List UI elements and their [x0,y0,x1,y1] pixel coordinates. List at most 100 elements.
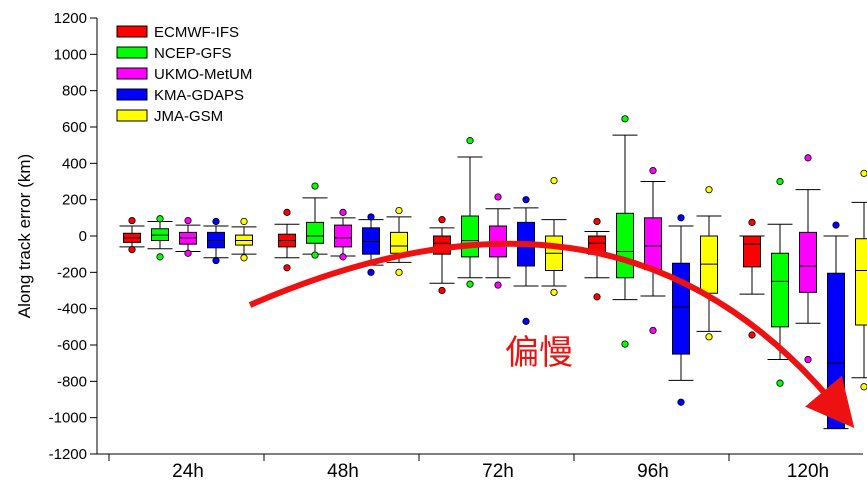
box-jma-gsm-120h [851,169,867,391]
box-iqr [827,272,845,430]
box-kma-gdaps-48h [358,213,384,276]
box-jma-gsm-24h [231,217,257,262]
box-iqr [644,217,662,271]
outlier-point [649,167,657,175]
x-tick-label: 48h [327,461,359,481]
outlier-point [748,218,756,226]
box-ncep-gfs-96h [612,115,638,348]
box-iqr [743,235,761,268]
outlier-point [128,246,136,254]
box-ecmwf-ifs-72h [429,216,455,295]
box-iqr [461,215,479,258]
outlier-point [494,281,502,289]
y-tick-label: 800 [62,83,87,100]
box-iqr [855,238,867,326]
outlier-point [748,331,756,339]
x-tick-label: 96h [637,461,669,481]
box-jma-gsm-48h [386,206,412,276]
outlier-point [311,182,319,190]
legend-swatch [116,88,148,101]
box-kma-gdaps-96h [668,214,694,406]
legend-label: KMA-GDAPS [154,87,244,104]
outlier-point [283,208,291,216]
box-ncep-gfs-48h [302,182,328,259]
box-iqr [616,212,634,279]
outlier-point [550,176,558,185]
legend-swatch [116,67,148,80]
y-tick-label: 400 [62,155,87,172]
legend: ECMWF-IFS NCEP-GFS UKMO-MetUM KMA-GDAPS JMA-… [116,24,252,125]
box-iqr [306,221,324,244]
box-kma-gdaps-72h [513,196,539,325]
outlier-point [804,355,812,364]
outlier-point [776,177,784,186]
box-ncep-gfs-24h [147,215,173,261]
box-ecmwf-ifs-96h [584,217,610,301]
outlier-point [466,137,474,145]
y-tick-label: 0 [79,228,87,245]
legend-swatch [116,25,148,38]
box-iqr [771,252,789,328]
outlier-point [128,216,136,225]
box-ecmwf-ifs-120h [739,218,765,339]
outlier-point [339,208,347,216]
legend-item: KMA-GDAPS [116,87,244,104]
box-iqr [799,231,817,293]
legend-item: ECMWF-IFS [116,24,239,41]
box-ukmo-metum-24h [175,216,201,257]
axes: 1200 1000 800 600 400 200 0 -200 -400 -600 -800 -10… [49,10,863,481]
outlier-point [522,196,530,204]
outlier-point [367,268,375,276]
outlier-point [466,280,474,288]
outlier-point [367,213,375,221]
legend-swatch [116,109,148,122]
box-ncep-gfs-120h [767,177,793,387]
outlier-point [212,256,220,265]
outlier-point [494,193,502,201]
outlier-point [311,251,319,259]
outlier-point [156,215,164,223]
outlier-point [677,214,685,222]
box-kma-gdaps-24h [203,217,229,265]
y-tick-label: -600 [57,337,87,354]
box-ecmwf-ifs-24h [119,216,145,254]
y-tick-label: 1200 [54,10,87,27]
outlier-point [395,206,403,215]
outlier-point [240,217,248,226]
outlier-point [395,268,403,276]
box-ecmwf-ifs-48h [274,208,300,272]
outlier-point [593,293,601,301]
legend-swatch [116,46,148,59]
outlier-point [832,221,840,229]
outlier-point [438,286,446,295]
outlier-point [184,216,192,225]
box-ukmo-metum-48h [330,208,356,261]
outlier-point [804,154,812,162]
outlier-point [705,186,713,194]
y-tick-label: -800 [57,373,87,390]
y-tick-label: 1000 [54,46,87,63]
y-tick-label: 200 [62,192,87,209]
legend-label: ECMWF-IFS [154,24,239,41]
outlier-point [621,115,629,123]
outlier-point [860,383,867,391]
legend-item: NCEP-GFS [116,45,232,62]
outlier-point [339,253,347,261]
y-axis-title: Along track error (km) [15,154,34,318]
slow-bias-arrow [248,240,855,428]
outlier-point [438,216,446,224]
legend-label: JMA-GSM [154,108,223,125]
outlier-point [776,379,784,387]
y-tick-label: -200 [57,264,87,281]
outlier-point [677,398,685,406]
x-tick-label: 72h [482,461,514,481]
outlier-point [649,326,657,335]
y-tick-label: -400 [57,301,87,318]
legend-item: JMA-GSM [116,108,223,125]
annotation: 偏慢 [248,240,855,428]
y-tick-label: 600 [62,119,87,136]
x-tick-label: 120h [787,461,829,481]
outlier-point [860,169,867,177]
